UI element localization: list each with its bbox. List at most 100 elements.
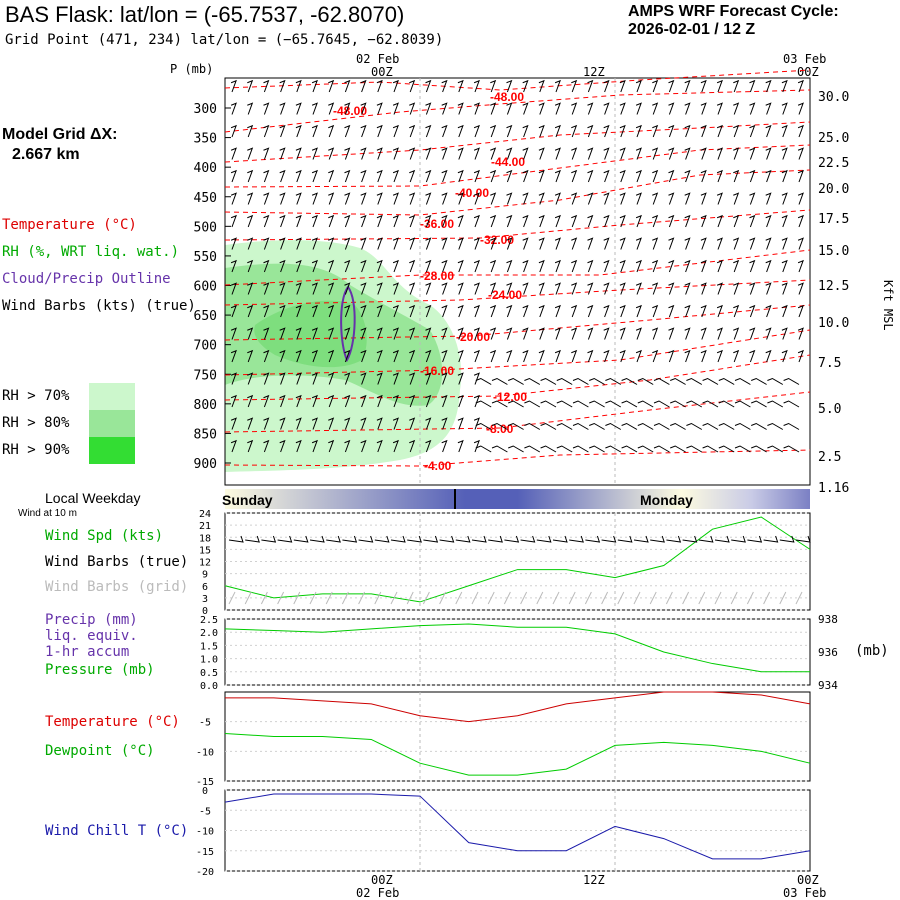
wind-barb (425, 124, 432, 138)
wind-barb (425, 169, 432, 183)
wind-barb (247, 417, 254, 430)
wind-barb (733, 282, 740, 295)
wind-barb (506, 304, 513, 318)
wind-barb (490, 79, 497, 93)
bottom-time-12z: 12Z (583, 873, 605, 887)
wind-barb (781, 349, 788, 363)
wind-barb (587, 102, 594, 115)
wind-barb (230, 192, 237, 205)
windchill-tick-label: -5 (199, 806, 211, 817)
wind-barb (295, 102, 302, 115)
wind-barb (540, 445, 557, 453)
wind-barb (668, 237, 675, 250)
wind-barb (409, 372, 416, 385)
wind-barb (652, 169, 659, 183)
kft-tick-label: 30.0 (818, 90, 849, 105)
wind-barb-grid (649, 591, 657, 605)
wind-barb (491, 422, 508, 430)
wind-barb (734, 377, 751, 385)
wind-barb-true (439, 535, 455, 543)
wind-barb (457, 417, 464, 430)
wind-barb (716, 124, 723, 138)
wind-barb (554, 327, 561, 340)
bottom-date-03feb: 03 Feb (783, 886, 826, 900)
wind-barb (441, 259, 448, 273)
wind-barb (635, 147, 642, 160)
wind-barb (538, 124, 545, 138)
wind-barb (263, 327, 270, 340)
wind-barb (587, 147, 594, 160)
wind-barb (311, 192, 318, 205)
pressure-tick-label: 934 (818, 679, 838, 692)
wind-barb (684, 214, 691, 228)
wind-barb (538, 192, 545, 205)
wind-barb (637, 377, 654, 385)
wind-barb-grid (584, 591, 592, 605)
wind-barb-grid (390, 591, 398, 605)
wind-barb (376, 169, 383, 183)
wind-barb (263, 282, 270, 295)
pressure-tick-label: 850 (194, 427, 217, 442)
wind-barb-true (407, 535, 422, 543)
wind-barb (344, 417, 351, 430)
wind-barb (781, 192, 788, 205)
wind-barb (328, 192, 335, 205)
wind-barb (425, 439, 432, 453)
wind-barb (572, 422, 589, 430)
wind-barb-true (520, 535, 536, 543)
legend-cloud: Cloud/Precip Outline (2, 271, 171, 287)
wind-barb (344, 102, 351, 115)
wind-barb (328, 147, 335, 160)
wind-barb (702, 445, 719, 453)
wind-barb (522, 214, 529, 228)
wind-barb (328, 349, 335, 363)
wind-barb-true (455, 535, 471, 543)
wind-barb (668, 327, 675, 340)
wind-barb (311, 327, 318, 340)
wind-barb (230, 147, 237, 160)
wind-barb (797, 147, 804, 160)
kft-tick-label: 15.0 (818, 244, 849, 259)
wind-barb (230, 124, 237, 138)
wind-barb (473, 372, 480, 385)
wind-barb (409, 304, 416, 318)
wind-barb-grid (795, 591, 803, 605)
wind-barb (344, 79, 351, 93)
wind-barb (733, 237, 740, 250)
wind-barb (311, 417, 318, 430)
wind-barb (652, 214, 659, 228)
wind-barb (263, 169, 270, 183)
wind-barb (589, 422, 605, 430)
wind-tick-label: 21 (199, 521, 211, 532)
wind-barb (781, 124, 788, 138)
wind-barb (587, 192, 594, 205)
wind-barb (749, 214, 756, 228)
wind-barb (652, 102, 659, 115)
wind-barb (279, 439, 286, 453)
wind-barb (279, 327, 286, 340)
wind-barb-grid (260, 591, 268, 605)
wind-barb-grid (471, 591, 479, 605)
wind-barb (587, 237, 594, 250)
wind-barb (716, 259, 723, 273)
wind-barb (360, 417, 367, 430)
wind-barb (441, 304, 448, 318)
wind-barb (457, 237, 464, 250)
wind-barb (376, 259, 383, 273)
wind-barb (635, 169, 642, 183)
wind-barb-grid (503, 591, 511, 605)
wind-barb-grid (520, 591, 528, 605)
wind-barb (700, 259, 707, 273)
wind-barb (263, 349, 270, 363)
pressure-tick-label: 300 (194, 102, 217, 117)
wind-tick-label: 24 (199, 509, 211, 520)
wind-barb (360, 214, 367, 228)
pressure-tick-label: 400 (194, 161, 217, 176)
wind-barb (783, 422, 800, 430)
wind-barb (571, 282, 578, 295)
temperature-tick-label: -10 (196, 747, 214, 758)
wind-barb (376, 327, 383, 340)
wind-barb (409, 147, 416, 160)
wind-barb (619, 124, 626, 138)
wind-barb (328, 394, 335, 408)
